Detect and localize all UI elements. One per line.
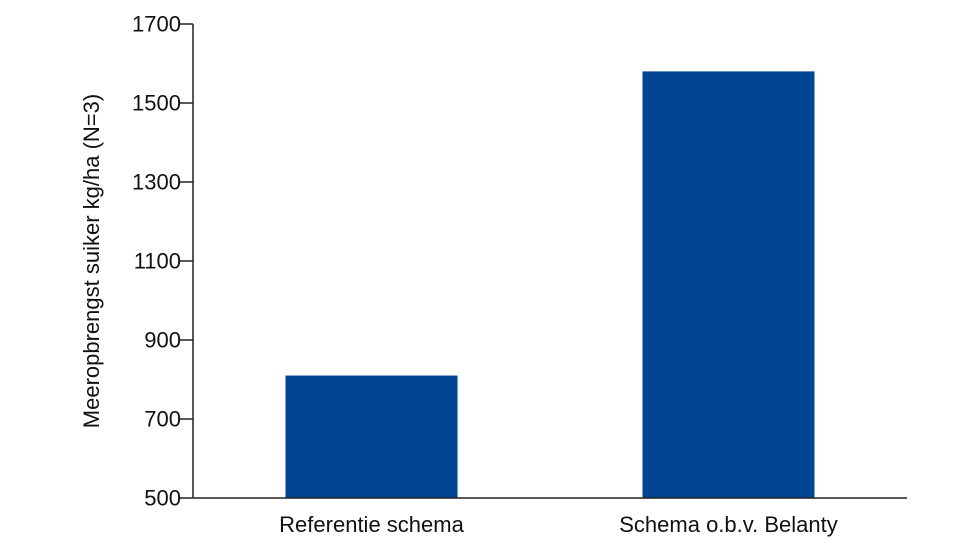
x-tick-label: Schema o.b.v. Belanty: [619, 512, 838, 537]
y-tick-label: 1300: [132, 170, 181, 195]
y-tick-label: 900: [144, 328, 181, 353]
y-tick-label: 1700: [132, 12, 181, 37]
bar: [285, 375, 458, 498]
x-axis-tick-labels: Referentie schema Schema o.b.v. Belanty: [279, 512, 838, 537]
y-tick-label: 500: [144, 486, 181, 511]
x-tick-label: Referentie schema: [279, 512, 464, 537]
y-tick-label: 700: [144, 407, 181, 432]
y-axis-label: Meeropbrengst suiker kg/ha (N=3): [79, 94, 104, 428]
bar: [642, 71, 815, 499]
y-axis-ticks: 500 700 900 1100 1300 1500 1700: [132, 12, 193, 511]
y-tick-label: 1500: [132, 91, 181, 116]
bars: [285, 71, 815, 499]
y-tick-label: 1100: [134, 249, 181, 274]
